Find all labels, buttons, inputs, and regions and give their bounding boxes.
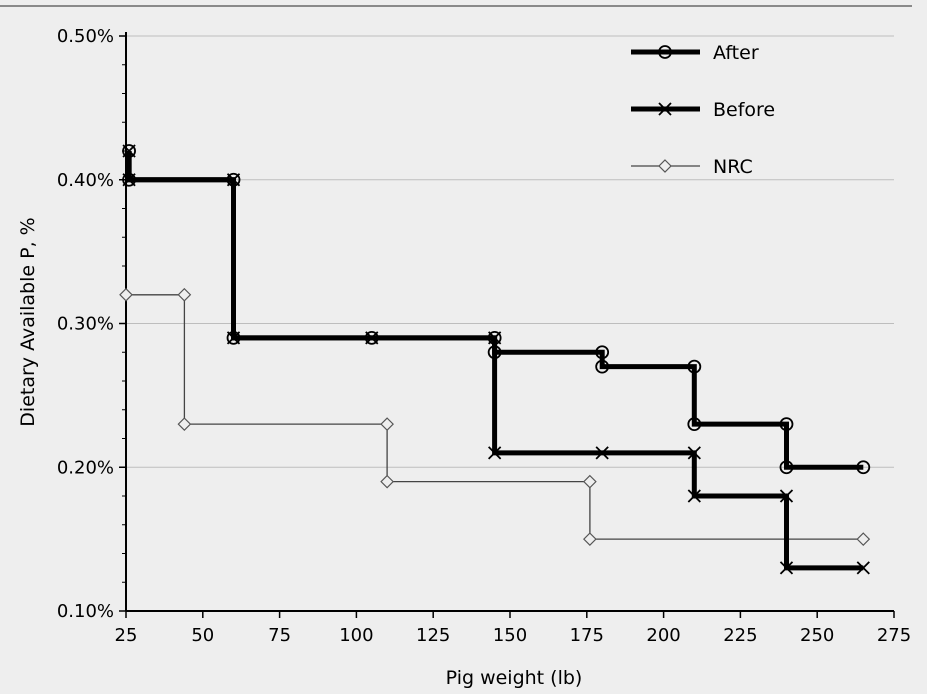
axes: 0.10% 0.20% 0.30% 0.40% 0.50% 25 50 75 100 125 150… [57,26,911,646]
marker-diamond [658,159,672,173]
y-tick-label: 0.40% [57,170,114,191]
marker-x [595,446,609,460]
marker-diamond [583,474,597,489]
x-tick-label: 125 [416,625,450,646]
marker-x [658,102,672,116]
x-tick-label: 175 [570,625,604,646]
marker-circle [487,345,502,360]
x-axis-title: Pig weight (lb) [446,667,583,689]
marker-x [488,446,502,460]
series-layer [119,144,871,575]
y-axis-title: Dietary Available P, % [17,217,39,426]
marker-circle [687,359,702,374]
x-tick-label: 150 [493,625,527,646]
legend-label: After [713,42,759,64]
series-line [126,151,864,571]
marker-diamond [583,532,597,546]
marker-x [779,489,794,503]
x-tick-label: 275 [877,625,911,646]
marker-circle [226,172,241,187]
marker-circle [687,417,702,432]
x-tick-label: 100 [339,625,373,646]
legend-item-after: After [631,42,759,64]
x-tick-label: 50 [191,625,214,646]
legend-item-nrc: NRC [631,156,753,178]
marker-circle [779,460,794,475]
marker-diamond [856,532,871,546]
marker-circle [226,330,241,345]
series-after [122,144,871,475]
marker-circle [658,45,672,59]
marker-circle [595,359,610,374]
x-tick-label: 200 [646,625,680,646]
legend-item-before: Before [631,99,775,121]
y-tick-label: 0.10% [57,601,114,622]
marker-x [687,489,701,503]
x-tick-label: 250 [800,625,834,646]
marker-circle [364,330,379,345]
marker-diamond [119,287,133,302]
y-tick-label: 0.50% [57,26,114,47]
legend-label: NRC [713,156,753,178]
marker-x [856,561,870,575]
grid [126,35,894,468]
marker-diamond [380,417,394,431]
legend-label: Before [713,99,775,121]
series-line [126,151,864,470]
marker-diamond [177,287,192,302]
y-tick-label: 0.30% [57,314,114,335]
marker-circle [779,417,794,432]
marker-diamond [177,417,192,431]
y-tick-label: 0.20% [57,457,114,478]
x-tick-label: 25 [115,625,138,646]
marker-x [779,561,794,575]
marker-x [687,446,701,460]
series-line [126,294,864,540]
legend: After Before NRC [631,42,775,178]
marker-circle [856,460,871,475]
x-tick-label: 225 [723,625,757,646]
marker-circle [122,172,136,187]
marker-diamond [380,474,394,489]
marker-circle [487,330,502,345]
x-tick-label: 75 [268,625,291,646]
marker-circle [595,345,610,360]
marker-circle [122,144,136,158]
series-nrc [119,287,871,546]
